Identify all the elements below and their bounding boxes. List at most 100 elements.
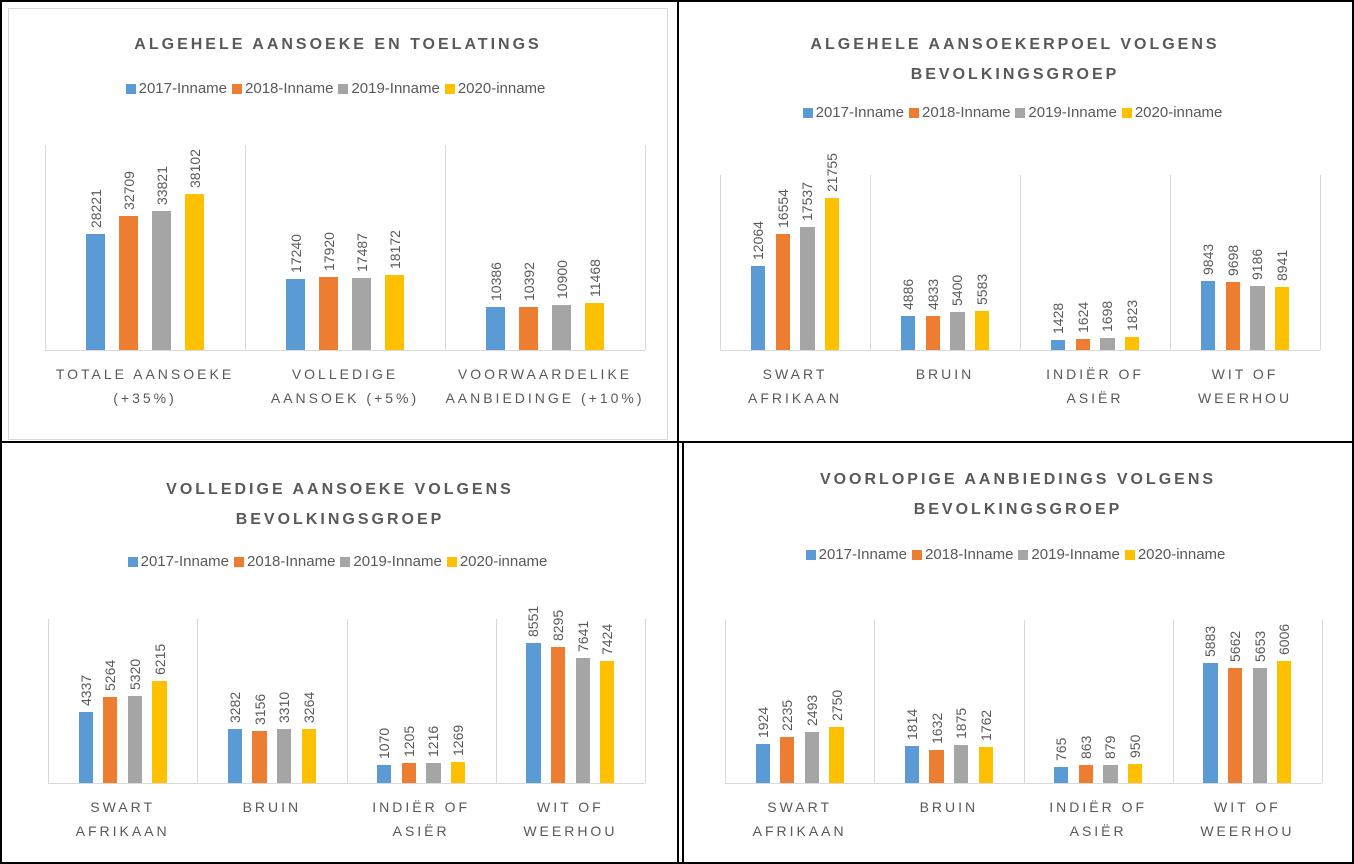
baseline [720,350,1320,351]
value-label: 8295 [550,609,567,641]
frame [682,443,684,864]
legend-swatch [1121,107,1132,118]
divider [1020,175,1021,350]
legend-item: 2020-inname [1121,104,1222,121]
value-label: 2235 [779,700,796,732]
category-label: VOORWAARDELIKE AANBIEDINGE (+10%) [445,366,645,406]
bar [227,729,243,783]
value-label: 1205 [400,726,417,758]
legend-item: 2019-Inname [340,553,442,570]
category-label: INDIËR OF ASIËR [1046,366,1144,406]
legend-item: 2017-Inname [805,546,908,563]
bar [800,227,815,350]
frame [677,0,679,864]
bar [486,307,505,350]
legend-swatch [232,83,243,94]
bar [78,711,93,783]
value-label: 1632 [928,712,945,744]
category-label: BRUIN [919,799,979,815]
bar [1277,660,1292,783]
category-label: BRUIN [915,366,975,382]
value-label: 5883 [1202,625,1219,658]
value-label: 5653 [1251,630,1268,662]
divider [495,619,497,783]
value-label: 3282 [226,692,243,724]
bar [426,763,441,783]
bar [950,312,965,350]
value-label: 1428 [1049,302,1066,334]
value-label: 863 [1077,736,1094,760]
frame [1352,0,1354,864]
value-label: 5400 [949,275,966,307]
bar [152,681,167,783]
value-label: 1698 [1099,300,1116,333]
bar [1125,337,1140,350]
legend: 2017-Inname 2018-Inname 2019-Inname 2020-in… [10,553,670,570]
legend-item: 2017-Inname [125,80,227,97]
legend-label: 2017-Inname [818,546,908,563]
divider [445,145,446,350]
category-label: SWART AFRIKAAN [752,799,847,839]
bar [185,193,204,350]
bar [900,315,915,350]
value-label: 1875 [953,707,970,739]
value-label: 1216 [425,725,442,758]
category-label: INDIËR OF ASIËR [372,799,471,839]
value-label: 17487 [353,233,370,273]
legend: 2017-Inname 2018-Inname 2019-Inname 2020-in… [8,80,668,97]
bar [119,215,138,350]
value-label: 879 [1102,735,1119,760]
value-label: 1762 [977,709,994,742]
category-label: BRUIN [242,799,302,815]
bar [1225,282,1240,350]
category-label: INDIËR OF ASIËR [1049,799,1148,839]
bar [1250,285,1265,350]
legend-item: 2019-Inname [1018,546,1120,563]
bar [954,744,969,783]
category-label: VOLLEDIGE AANSOEK (+5%) [270,366,420,406]
value-label: 4886 [899,278,916,310]
bar [103,696,118,783]
bar [904,746,920,783]
legend-item: 2019-Inname [1015,104,1117,121]
bar [385,275,404,350]
legend-item: 2018-Inname [912,546,1013,563]
value-label: 1624 [1074,301,1091,333]
baseline [48,783,645,784]
value-label: 18172 [386,230,403,270]
legend-label: 2018-Inname [922,104,1011,121]
legend-item: 2017-Inname [802,104,904,121]
bar [301,729,316,783]
bar [352,278,371,350]
value-label: 5264 [102,659,119,691]
legend-item: 2020-inname [446,553,547,570]
divider [1172,620,1174,783]
value-label: 6215 [151,643,168,676]
legend-label: 2017-Inname [140,553,230,570]
bar [1054,767,1069,783]
legend-label: 2019-Inname [351,80,440,97]
legend-item: 2018-Inname [232,80,333,97]
legend-swatch [1018,549,1029,560]
divider [645,619,646,783]
value-label: 21755 [824,152,841,192]
value-label: 17920 [320,231,337,271]
value-label: 6006 [1276,623,1293,655]
legend-label: 2018-Inname [247,553,336,570]
value-label: 950 [1127,734,1144,758]
legend-label: 2020-inname [1137,546,1226,563]
value-label: 17240 [287,234,304,274]
baseline [725,783,1322,784]
value-label: 2493 [803,695,820,727]
divider [245,145,246,350]
bar [519,307,538,350]
legend-label: 2018-Inname [245,80,334,97]
bar [600,661,615,783]
value-label: 5320 [126,658,143,690]
bar [286,279,305,350]
value-label: 11468 [586,259,603,297]
bar [1075,338,1090,350]
bar [929,749,944,783]
value-label: 32709 [120,170,137,210]
value-label: 10900 [553,260,570,300]
